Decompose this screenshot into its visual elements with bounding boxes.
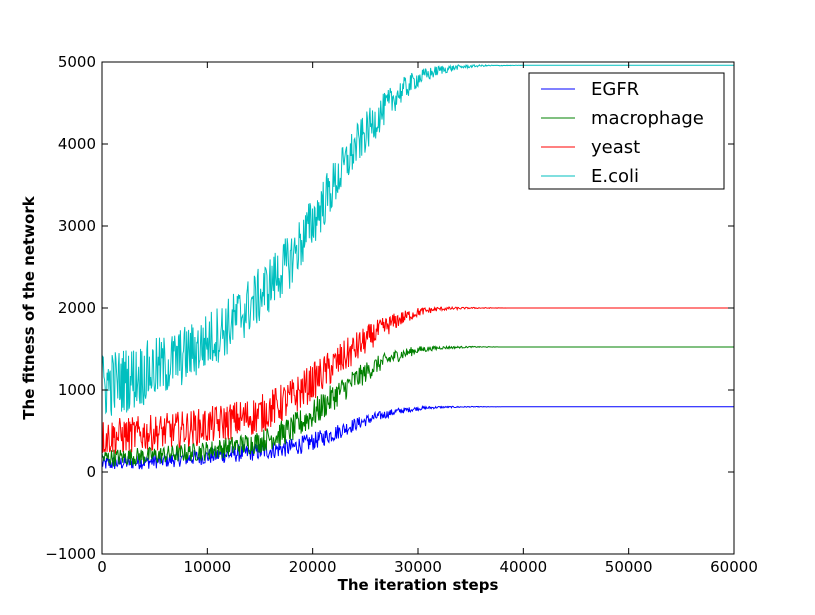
y-tick-label: 3000 [58,217,96,235]
x-tick-label: 60000 [710,558,758,576]
axis-ticks: 0 10000 20000 30000 40000 50000 60000−10000100… [45,53,758,576]
series-macrophage [101,345,734,467]
y-tick-label: 4000 [58,135,96,153]
legend-label: E.coli [591,166,639,187]
series-line [101,305,734,454]
x-tick-label: 10000 [183,558,231,576]
y-tick-label: 5000 [58,53,96,71]
x-tick-label: 0 [97,558,107,576]
legend-label: macrophage [591,108,704,129]
y-axis-title: The fitness of the network [20,195,38,419]
x-tick-label: 20000 [289,558,337,576]
legend: EGFR macrophage yeast E.coli [528,72,725,190]
x-tick-label: 50000 [605,558,653,576]
legend-label: EGFR [591,79,639,100]
x-tick-label: 40000 [499,558,547,576]
series-egfr [101,404,734,470]
y-tick-label: 1000 [58,381,96,399]
x-tick-label: 30000 [394,558,442,576]
series-line [101,345,734,467]
legend-box [528,72,725,190]
legend-label: yeast [591,137,640,158]
y-tick-label: 2000 [58,299,96,317]
series-line [101,404,734,470]
series-yeast [101,305,734,454]
x-axis-title: The iteration steps [338,576,499,594]
y-tick-label: −1000 [45,545,96,563]
y-tick-label: 0 [86,463,96,481]
